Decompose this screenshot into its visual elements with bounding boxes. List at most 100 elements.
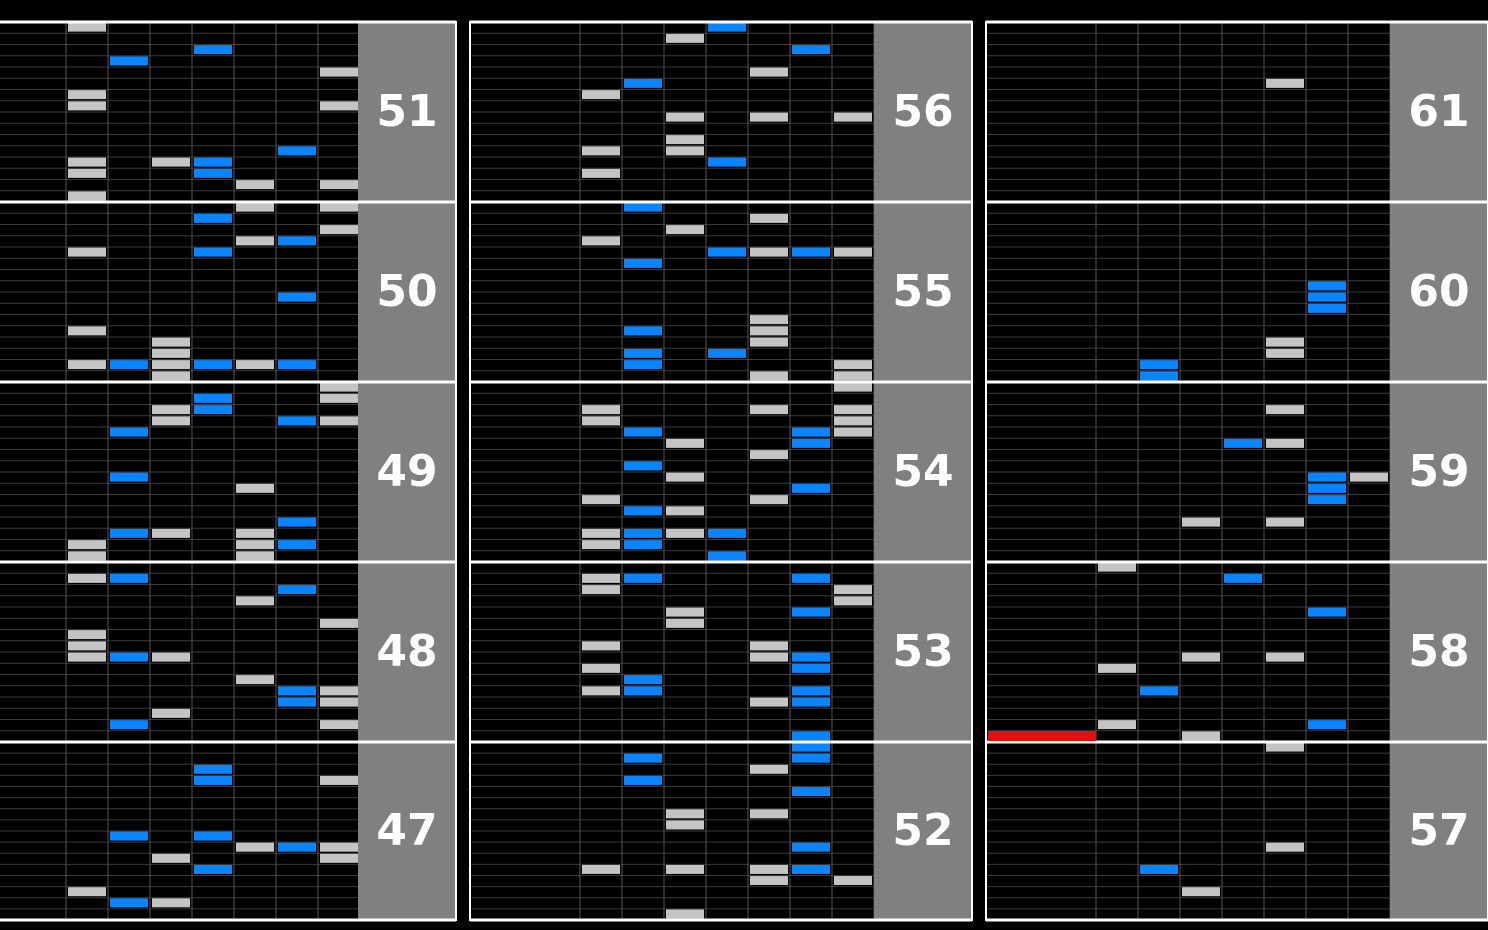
note — [236, 236, 274, 246]
note — [666, 607, 704, 617]
note — [194, 764, 232, 774]
measure-panel — [1390, 22, 1488, 920]
note — [68, 157, 106, 167]
note — [582, 168, 620, 178]
note — [68, 887, 106, 897]
note — [708, 157, 746, 167]
note — [624, 506, 662, 516]
note — [792, 753, 830, 763]
note — [582, 663, 620, 673]
note — [1098, 720, 1136, 730]
note — [320, 720, 358, 730]
note — [792, 607, 830, 617]
note — [834, 596, 872, 606]
note — [1098, 663, 1136, 673]
note — [152, 708, 190, 718]
note — [110, 56, 148, 66]
note — [152, 416, 190, 426]
note — [666, 472, 704, 482]
note — [1308, 281, 1346, 291]
note — [624, 202, 662, 212]
note — [236, 540, 274, 550]
note — [582, 540, 620, 550]
note — [320, 775, 358, 785]
note — [1182, 517, 1220, 527]
note — [582, 90, 620, 100]
measure-number: 60 — [1408, 266, 1469, 317]
position-marker — [988, 731, 1096, 741]
note — [68, 247, 106, 257]
note — [708, 247, 746, 257]
note — [68, 90, 106, 100]
note — [110, 720, 148, 730]
note — [278, 292, 316, 302]
note — [624, 360, 662, 370]
note — [582, 686, 620, 696]
note — [792, 697, 830, 707]
note — [68, 191, 106, 201]
note — [1308, 607, 1346, 617]
note — [278, 360, 316, 370]
note — [152, 898, 190, 908]
note — [320, 853, 358, 863]
note — [624, 686, 662, 696]
note — [750, 67, 788, 77]
note — [152, 405, 190, 415]
note — [110, 573, 148, 583]
note — [624, 573, 662, 583]
note — [1266, 842, 1304, 852]
note — [194, 45, 232, 55]
note — [792, 663, 830, 673]
note — [1140, 686, 1178, 696]
note — [582, 405, 620, 415]
note — [792, 573, 830, 583]
measure-number: 56 — [892, 86, 953, 137]
note — [666, 820, 704, 830]
note — [1182, 887, 1220, 897]
note — [1308, 472, 1346, 482]
note — [1140, 371, 1178, 381]
note — [624, 461, 662, 471]
note — [1098, 562, 1136, 572]
measure-number: 53 — [892, 626, 953, 677]
note — [834, 360, 872, 370]
note — [792, 45, 830, 55]
note — [68, 630, 106, 640]
note — [624, 78, 662, 88]
note — [708, 528, 746, 538]
note — [320, 180, 358, 190]
note — [708, 348, 746, 358]
note — [666, 112, 704, 122]
measure-number: 52 — [892, 805, 953, 856]
note — [1308, 483, 1346, 493]
lane-area — [470, 22, 874, 920]
measure-number: 58 — [1408, 626, 1469, 677]
note — [834, 112, 872, 122]
note — [1266, 742, 1304, 752]
note — [194, 775, 232, 785]
note — [750, 652, 788, 662]
note — [278, 146, 316, 156]
note — [834, 247, 872, 257]
note — [750, 247, 788, 257]
note — [750, 112, 788, 122]
note — [68, 540, 106, 550]
note — [1266, 405, 1304, 415]
note — [152, 337, 190, 347]
note — [582, 573, 620, 583]
measure-number: 57 — [1408, 805, 1469, 856]
lane-area — [986, 22, 1390, 920]
note — [278, 842, 316, 852]
note — [750, 326, 788, 336]
note — [278, 686, 316, 696]
note — [320, 382, 358, 392]
note — [750, 337, 788, 347]
note — [152, 348, 190, 358]
note — [320, 842, 358, 852]
note — [278, 416, 316, 426]
note — [666, 864, 704, 874]
note — [1266, 337, 1304, 347]
note — [194, 247, 232, 257]
note — [1308, 303, 1346, 313]
